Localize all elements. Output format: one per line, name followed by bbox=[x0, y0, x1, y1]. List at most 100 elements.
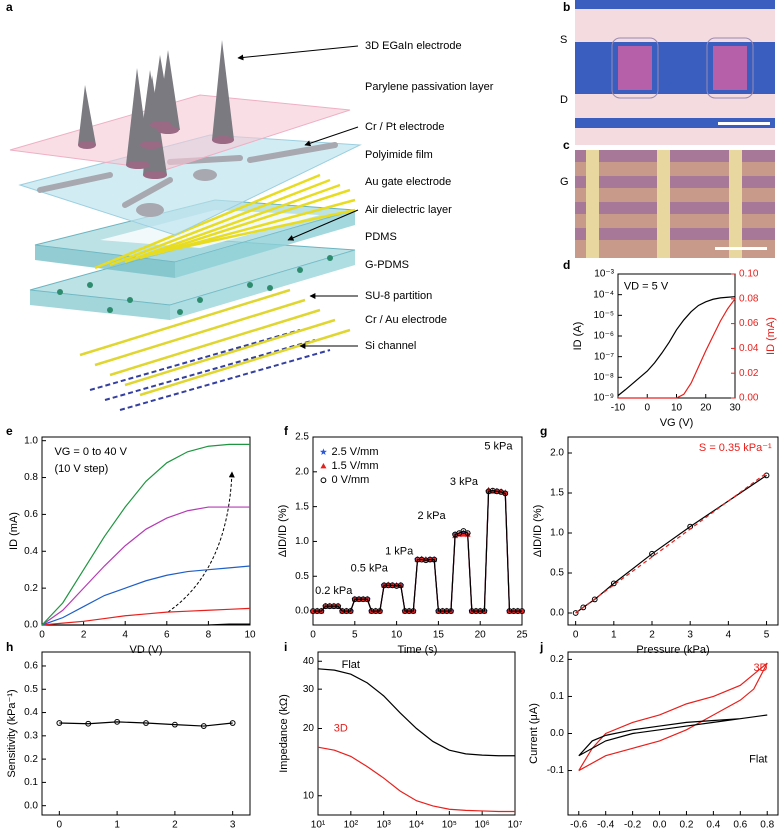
panel-label: c bbox=[563, 138, 570, 152]
marker bbox=[427, 556, 433, 563]
x-tick-label: 10 bbox=[244, 630, 256, 641]
x-tick-label: 10² bbox=[344, 820, 359, 829]
series-line bbox=[617, 296, 736, 397]
y2-tick-label: 0.04 bbox=[739, 343, 759, 354]
series-line bbox=[575, 472, 767, 614]
marker bbox=[406, 608, 413, 614]
x-tick-label: 0.2 bbox=[680, 820, 694, 829]
legend-label: 1.5 V/mm bbox=[331, 460, 378, 472]
x-tick-label: 3 bbox=[687, 630, 693, 641]
panel-label: g bbox=[540, 424, 547, 438]
x-tick-label: 10⁷ bbox=[508, 820, 523, 829]
x-tick-label: 0.6 bbox=[733, 820, 747, 829]
y-tick-label: 0.5 bbox=[24, 684, 38, 695]
series-line bbox=[59, 721, 233, 727]
x-tick-label: 0.4 bbox=[706, 820, 720, 829]
y2-tick-label: 0.08 bbox=[739, 293, 759, 304]
plot-frame bbox=[617, 273, 736, 399]
x-tick-label: 4 bbox=[726, 630, 732, 641]
y-tick-label: 10⁻³ bbox=[594, 269, 614, 280]
panel-label: b bbox=[563, 0, 570, 14]
marker bbox=[393, 583, 400, 589]
panel-label: d bbox=[563, 258, 570, 272]
panel-label: f bbox=[284, 424, 289, 438]
layer-label: Polyimide film bbox=[365, 149, 433, 161]
series-line bbox=[41, 443, 250, 626]
marker bbox=[200, 723, 207, 729]
marker bbox=[460, 531, 467, 537]
x-tick-label: 0 bbox=[39, 630, 45, 641]
marker bbox=[481, 608, 488, 614]
plot-frame bbox=[567, 436, 779, 626]
annotation: 3 kPa bbox=[450, 476, 479, 488]
marker bbox=[494, 488, 500, 495]
y-tick-label: 0.0 bbox=[550, 728, 564, 739]
x-axis-label: Pressure (kPa) bbox=[636, 644, 709, 656]
marker bbox=[519, 608, 525, 614]
marker bbox=[510, 608, 517, 614]
x-tick-label: 2 bbox=[649, 630, 655, 641]
marker bbox=[56, 720, 63, 726]
x-tick-label: 1 bbox=[114, 820, 120, 829]
micrograph-b: S D bbox=[560, 0, 775, 145]
y-tick-label: 1.0 bbox=[24, 435, 38, 446]
marker bbox=[422, 557, 429, 564]
marker bbox=[385, 582, 392, 589]
annotation: 0.2 kPa bbox=[315, 585, 353, 597]
marker bbox=[506, 608, 513, 614]
marker bbox=[580, 604, 587, 611]
annotation: 3D bbox=[334, 723, 348, 735]
annotation: 0.5 kPa bbox=[351, 563, 389, 575]
marker bbox=[368, 608, 375, 614]
micrograph-c: G bbox=[560, 150, 775, 258]
x-tick-label: 10⁶ bbox=[475, 820, 490, 829]
marker bbox=[360, 596, 367, 603]
legend-marker bbox=[320, 462, 327, 469]
device-diagram bbox=[9, 40, 362, 411]
marker bbox=[502, 489, 509, 495]
layer-label: Parylene passivation layer bbox=[365, 81, 494, 93]
marker bbox=[443, 608, 450, 614]
x-tick-label: 3 bbox=[230, 820, 236, 829]
annotation: 1 kPa bbox=[385, 546, 414, 558]
marker bbox=[572, 610, 579, 616]
y-axis-label: ID (mA) bbox=[8, 512, 20, 550]
y-axis-label: Current (μA) bbox=[528, 703, 540, 764]
marker bbox=[418, 556, 425, 563]
y-tick-label: 0.2 bbox=[550, 654, 564, 665]
panel-label: j bbox=[539, 640, 543, 654]
annotation: VG = 0 to 40 V bbox=[54, 446, 127, 458]
plot-frame bbox=[312, 436, 523, 626]
x-tick-label: 20 bbox=[475, 630, 487, 641]
marker bbox=[448, 608, 454, 614]
x-tick-label: 5 bbox=[352, 630, 358, 641]
x-tick-label: -0.6 bbox=[570, 820, 588, 829]
marker bbox=[347, 608, 354, 614]
layer-label: Cr / Au electrode bbox=[365, 314, 447, 326]
annotation: VD = 5 V bbox=[624, 280, 669, 292]
marker bbox=[439, 608, 446, 614]
panel-label: h bbox=[6, 640, 13, 654]
marker bbox=[343, 608, 350, 614]
x-tick-label: -0.4 bbox=[597, 820, 615, 829]
panel-label: a bbox=[6, 0, 13, 14]
y-tick-label: 0.6 bbox=[24, 661, 38, 672]
y-tick-label: 10⁻⁸ bbox=[593, 372, 614, 383]
layer-label: Cr / Pt electrode bbox=[365, 121, 444, 133]
y-tick-label: 0.2 bbox=[24, 754, 38, 765]
y-tick-label: 10⁻⁷ bbox=[594, 351, 614, 362]
y-tick-label: 0.0 bbox=[550, 608, 564, 619]
image-label: G bbox=[560, 176, 569, 188]
x-tick-label: 10⁵ bbox=[442, 820, 457, 829]
x-tick-label: 0.0 bbox=[653, 820, 667, 829]
y-tick-label: 20 bbox=[303, 723, 315, 734]
x-tick-label: 2 bbox=[81, 630, 87, 641]
y-tick-label: 10⁻⁶ bbox=[593, 331, 614, 342]
x-tick-label: -0.2 bbox=[624, 820, 642, 829]
marker bbox=[376, 608, 383, 614]
marker bbox=[435, 608, 442, 614]
x-axis-label: VD (V) bbox=[130, 644, 163, 656]
legend-marker bbox=[320, 477, 327, 484]
x-tick-label: 10 bbox=[391, 630, 403, 641]
annotation: (10 V step) bbox=[54, 463, 108, 475]
